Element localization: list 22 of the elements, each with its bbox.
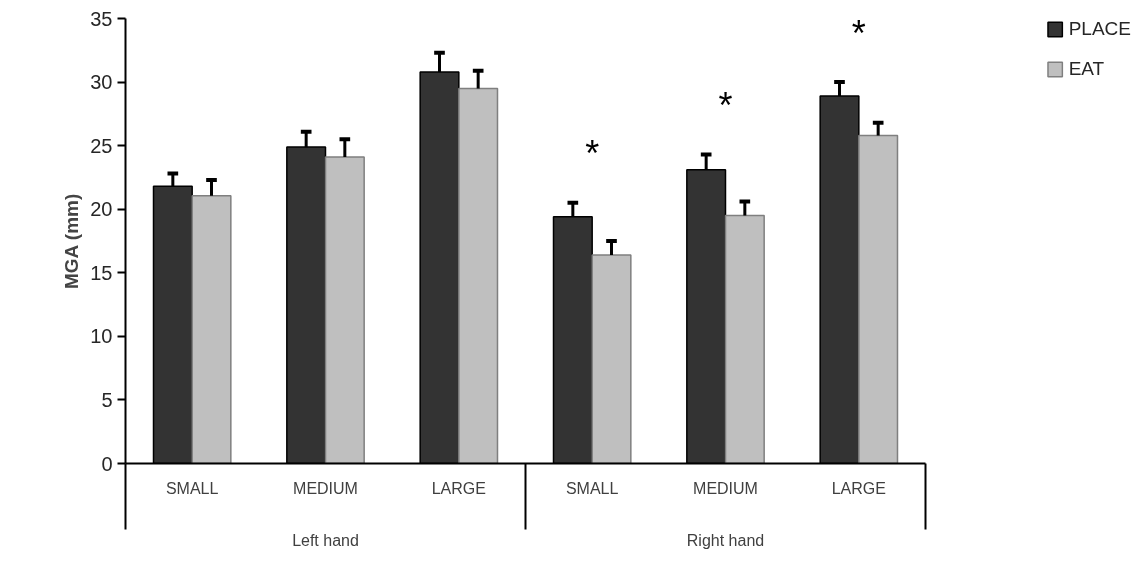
- text: Right hand: [686, 531, 765, 549]
- x-tick-label: MEDIUM: [293, 479, 358, 497]
- x-tick-label: LARGE: [431, 479, 486, 497]
- annotation: *: [718, 85, 733, 127]
- annotation: *: [851, 12, 866, 54]
- y-tick-label: 10: [90, 325, 113, 348]
- annotation: *: [585, 133, 600, 175]
- y-tick-label: 35: [90, 7, 113, 30]
- legend-label: PLACE: [1068, 18, 1131, 40]
- y-tick-label: 20: [90, 198, 113, 221]
- y-tick-label: 30: [90, 71, 113, 94]
- text: Left hand: [292, 531, 359, 549]
- x-tick-label: SMALL: [165, 479, 219, 497]
- y-tick-label: 15: [90, 261, 113, 284]
- x-tick-label: LARGE: [831, 479, 886, 497]
- y-tick-label: 0: [101, 452, 113, 475]
- y-tick-label: 5: [101, 388, 113, 411]
- x-tick-label: MEDIUM: [693, 479, 758, 497]
- y-axis-title: MGA (mm): [61, 193, 83, 290]
- y-tick-label: 25: [90, 134, 113, 157]
- x-tick-label: SMALL: [565, 479, 619, 497]
- legend-label: EAT: [1068, 58, 1105, 80]
